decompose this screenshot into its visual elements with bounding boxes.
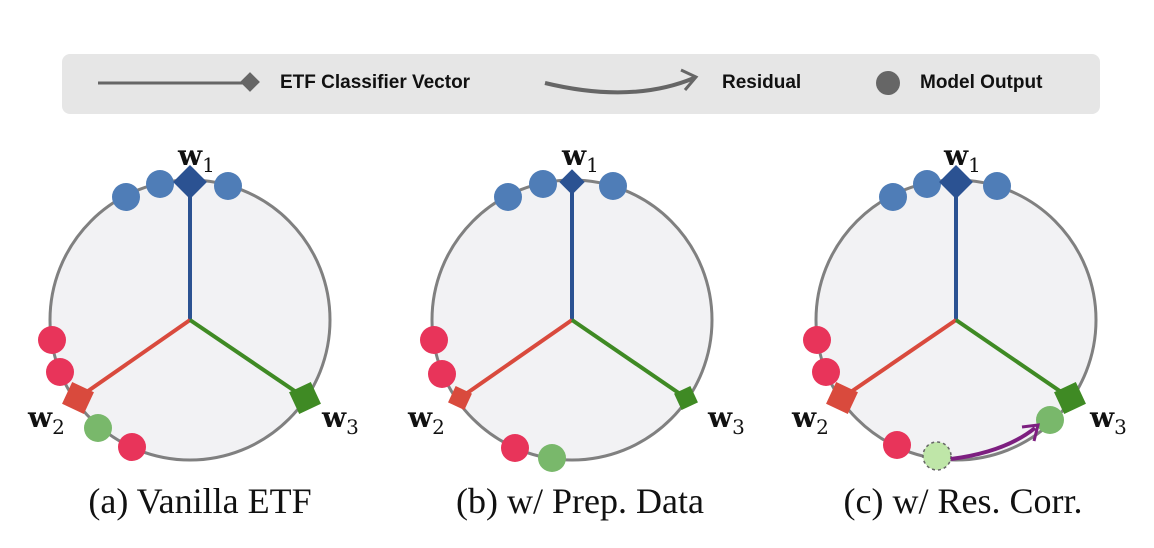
w2-square-marker [826, 382, 858, 414]
legend-graphics [98, 68, 900, 95]
vector-label-w3: w3 [707, 401, 745, 439]
model-output-dot [913, 170, 941, 198]
panel-caption: (b) w/ Prep. Data [456, 481, 704, 521]
model-output-dot [38, 326, 66, 354]
model-output-dot [529, 170, 557, 198]
legend-residual-label: Residual [722, 72, 802, 93]
panel-1 [38, 165, 332, 462]
w2-square-marker [448, 386, 472, 410]
pre-correction-dot [922, 441, 952, 471]
w1-diamond-marker [939, 165, 973, 199]
model-output-dot [538, 444, 566, 472]
panel-caption: (c) w/ Res. Corr. [844, 481, 1083, 521]
model-output-dot [84, 414, 112, 442]
legend-box: ETF Classifier Vector Residual Model Out… [62, 54, 1100, 114]
legend-output-dot [876, 71, 900, 95]
model-output-dot [420, 326, 448, 354]
panel-3 [803, 165, 1098, 471]
vector-label-w1: w1 [561, 139, 599, 177]
legend-residual-arrow [544, 76, 695, 95]
residual-arrowhead [1021, 423, 1040, 442]
model-output-dot [599, 172, 627, 200]
model-output-dot [214, 172, 242, 200]
model-output-dot [112, 183, 140, 211]
classifier-vector-w2 [840, 318, 958, 400]
legend-classifier-label: ETF Classifier Vector [280, 72, 471, 93]
vector-label-w2: w2 [27, 401, 65, 439]
classifier-vector-w3 [570, 318, 688, 400]
model-output-dot [883, 431, 911, 459]
w1-diamond-marker [559, 169, 585, 195]
model-output-dot [879, 183, 907, 211]
residual-arrow [950, 426, 1037, 461]
w1-diamond-marker [173, 165, 207, 199]
w3-square-marker [1054, 382, 1086, 414]
model-output-dot [428, 360, 456, 388]
w3-square-marker [289, 382, 321, 414]
classifier-vector-w3 [188, 318, 307, 400]
vector-label-w3: w3 [1089, 401, 1127, 439]
model-output-dot [1036, 406, 1064, 434]
legend-residual-arrowhead [680, 68, 699, 91]
panel-2 [420, 169, 714, 472]
vector-label-w2: w2 [791, 401, 829, 439]
w3-square-marker [674, 386, 698, 410]
model-output-dot [501, 434, 529, 462]
vector-label-w1: w1 [177, 139, 215, 177]
vector-label-w1: w1 [943, 139, 981, 177]
model-output-dot [146, 170, 174, 198]
classifier-vector-w2 [458, 318, 574, 400]
model-output-dot [118, 433, 146, 461]
model-output-dot [803, 326, 831, 354]
vector-label-w3: w3 [321, 401, 359, 439]
classifier-vector-w2 [76, 318, 192, 400]
classifier-vector-w3 [954, 318, 1072, 400]
model-output-dot [46, 358, 74, 386]
model-output-dot [812, 358, 840, 386]
model-output-dot [494, 183, 522, 211]
vector-label-w2: w2 [407, 401, 445, 439]
w2-square-marker [62, 382, 94, 414]
legend-output-label: Model Output [920, 72, 1043, 93]
model-output-dot [983, 172, 1011, 200]
panel-caption: (a) Vanilla ETF [88, 481, 311, 521]
